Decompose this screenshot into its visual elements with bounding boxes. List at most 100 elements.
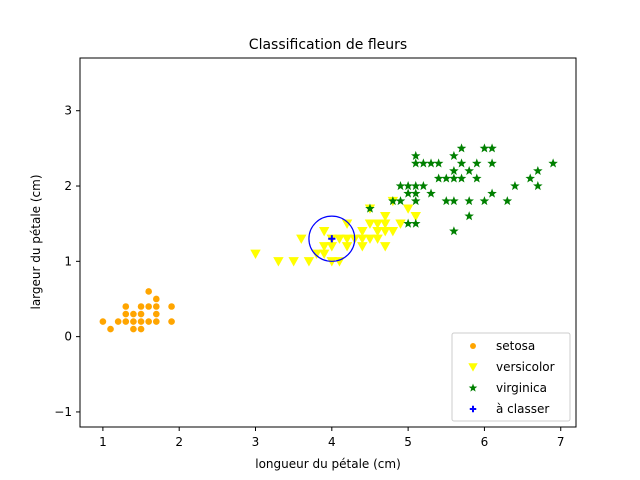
data-point-setosa	[122, 303, 130, 310]
data-point-versicolor	[410, 211, 421, 222]
x-tick-label: 3	[252, 435, 260, 449]
data-point-setosa	[107, 325, 114, 333]
data-point-virginica	[433, 158, 444, 168]
data-point-virginica	[411, 158, 421, 168]
data-point-virginica	[441, 173, 452, 183]
data-point-virginica	[487, 158, 497, 168]
y-tick-label: 1	[64, 254, 72, 268]
data-point-versicolor	[273, 257, 284, 267]
legend-marker	[468, 383, 478, 392]
plot-area: 1 2 3 4 5 6 7 −1 0 1 2 3	[54, 57, 577, 449]
data-point-versicolor	[372, 234, 383, 244]
data-point-setosa	[153, 303, 160, 310]
data-point-setosa	[168, 303, 175, 310]
legend-marker	[469, 405, 477, 413]
data-point-virginica	[464, 165, 474, 175]
legend-label: virginica	[496, 381, 547, 395]
data-point-setosa	[153, 295, 160, 303]
data-point-setosa	[99, 318, 107, 325]
data-point-virginica	[533, 181, 543, 191]
data-point-versicolor	[341, 219, 353, 229]
data-point-virginica	[403, 218, 413, 228]
data-point-virginica	[403, 181, 413, 191]
data-point-virginica	[525, 173, 535, 183]
data-point-virginica	[395, 196, 406, 206]
legend-marker	[468, 363, 478, 372]
legend-label: setosa	[496, 339, 535, 353]
legend: setosa versicolor virginica à classer	[451, 332, 571, 422]
data-point-virginica	[456, 173, 467, 183]
data-point-setosa	[137, 303, 145, 310]
data-point-virginica	[472, 173, 482, 183]
data-point-versicolor	[364, 234, 376, 244]
data-point-virginica	[449, 173, 459, 183]
data-point-versicolor	[357, 242, 368, 252]
data-point-setosa	[145, 303, 152, 310]
data-point-setosa	[145, 318, 152, 325]
axes-frame	[79, 57, 577, 428]
data-point-virginica	[487, 143, 497, 153]
x-tick-label: 6	[481, 435, 489, 449]
data-point-versicolor	[395, 219, 406, 229]
data-point-versicolor	[372, 227, 383, 237]
legend-marker	[470, 343, 476, 349]
data-point-virginica	[365, 203, 375, 213]
legend-label: à classer	[496, 402, 549, 416]
data-point-virginica	[411, 196, 421, 206]
data-point-virginica	[533, 165, 543, 175]
data-point-versicolor	[318, 249, 330, 259]
legend-label: versicolor	[496, 360, 555, 374]
data-point-versicolor	[341, 234, 353, 244]
data-point-versicolor	[380, 211, 391, 222]
data-point-virginica	[479, 143, 490, 153]
data-point-setosa	[153, 310, 160, 318]
data-point-virginica	[479, 196, 490, 206]
data-point-setosa	[114, 318, 122, 325]
data-point-versicolor	[296, 234, 307, 244]
data-point-versicolor	[334, 234, 345, 244]
data-point-setosa	[153, 318, 160, 325]
data-point-virginica	[418, 181, 429, 191]
data-point-virginica	[433, 173, 444, 183]
data-point-virginica	[472, 158, 482, 168]
x-tick-label: 5	[404, 435, 412, 449]
data-point-virginica	[388, 196, 398, 206]
data-point-virginica	[426, 158, 436, 168]
data-point-versicolor	[364, 219, 376, 229]
data-point-setosa	[137, 325, 145, 333]
data-point-virginica	[411, 181, 421, 191]
data-point-versicolor	[402, 204, 414, 214]
data-point-versicolor	[372, 219, 383, 229]
data-point-setosa	[168, 318, 175, 325]
data-point-setosa	[130, 310, 137, 318]
data-point-setosa	[137, 318, 145, 325]
data-point-virginica	[510, 181, 520, 191]
data-point-virginica	[411, 188, 421, 198]
data-point-versicolor	[303, 257, 315, 267]
data-point-a-classer	[328, 235, 336, 243]
data-point-virginica	[464, 196, 474, 206]
x-tick-label: 2	[175, 435, 183, 449]
data-point-virginica	[441, 196, 452, 206]
data-point-virginica	[449, 196, 459, 206]
x-tick-label: 7	[557, 435, 565, 449]
data-point-virginica	[449, 226, 459, 236]
data-point-virginica	[464, 211, 474, 221]
data-point-versicolor	[326, 242, 338, 252]
y-tick-label: 2	[64, 179, 72, 193]
data-point-versicolor	[250, 249, 261, 259]
data-point-setosa	[137, 310, 145, 318]
data-point-virginica	[395, 181, 406, 191]
neighborhood-circle	[308, 215, 356, 262]
data-point-versicolor	[380, 219, 391, 229]
data-point-versicolor	[357, 234, 368, 244]
data-point-versicolor	[288, 257, 299, 267]
data-point-versicolor	[318, 227, 330, 237]
data-point-versicolor	[380, 227, 391, 237]
data-point-setosa	[130, 325, 137, 333]
y-axis-label: largeur du pétale (cm)	[29, 174, 43, 309]
data-point-virginica	[502, 196, 513, 206]
data-point-versicolor	[341, 242, 353, 252]
data-point-setosa	[122, 310, 130, 318]
